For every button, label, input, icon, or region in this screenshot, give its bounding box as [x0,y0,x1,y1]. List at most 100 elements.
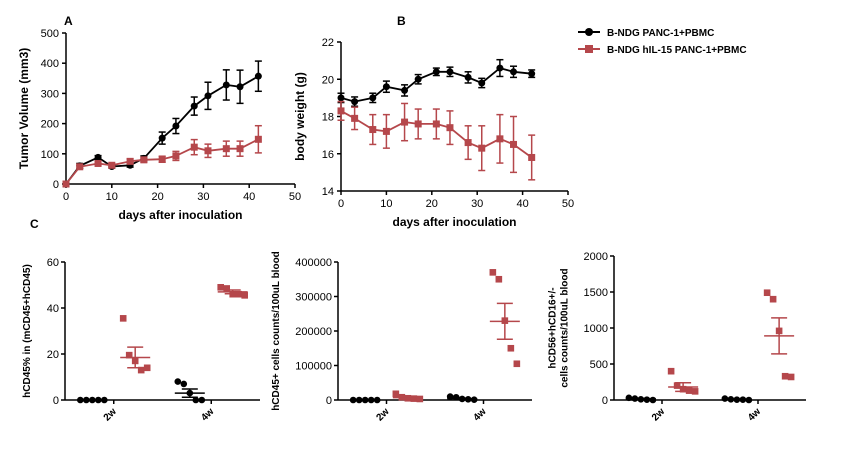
tumor-volume-data-point [222,145,230,153]
hcd45-counts-x-tick-label: 4w [471,406,488,423]
chart-body-weight: 0 10 20 30 40 50 14 16 18 20 22 days after inoculat… [293,37,574,229]
hcd56-counts-y-tick-label: 1000 [584,323,608,335]
hcd45-counts-y-label: hCD45+ cells counts/100uL blood [271,251,282,411]
body-weight-data-point [478,144,486,152]
hcd45-percent-y-tick-label: 60 [47,257,59,269]
chart-hcd56-counts: 0 500 1000 1500 2000 2w 4w hCD56+hCD16+/-cells … [548,251,806,424]
legend-marker-pbmc [585,28,593,36]
body-weight-data-point [528,153,536,161]
tumor-volume-data-point [204,92,212,100]
tumor-volume-y-tick-label: 300 [41,88,59,100]
tumor-volume-x-label: days after inoculation [118,208,242,222]
body-weight-data-point [510,140,518,148]
tumor-volume-x-tick-label: 50 [289,191,301,203]
hcd56-counts-group-1 [667,367,699,395]
hcd56-counts-group-2 [721,395,753,404]
hcd45-percent-group-0 [77,396,108,404]
body-weight-data-point [432,120,440,128]
legend-label-pbmc: B-NDG PANC-1+PBMC [607,28,714,39]
tumor-volume-data-point [76,163,84,171]
hcd45-counts-data-point [489,269,497,276]
tumor-volume-data-point [190,102,198,110]
hcd45-percent-sem-bar [181,388,198,398]
hcd56-counts-data-point [763,289,771,297]
legend-item-il15: B-NDG hIL-15 PANC-1+PBMC [578,45,747,56]
tumor-volume-y-tick-label: 400 [41,58,59,70]
chart-hcd45-percent: 0 20 40 60 2w 4w hCD45% in (mCD45+hCD45) [22,257,260,424]
hcd45-counts-y-tick-label: 400000 [295,257,332,269]
tumor-volume-x-tick-label: 0 [63,191,69,203]
body-weight-x-label: days after inoculation [392,215,516,229]
tumor-volume-x-tick-label: 40 [243,191,255,203]
tumor-volume-data-point [254,72,262,80]
body-weight-data-point [528,70,536,78]
tumor-volume-series-0 [62,60,262,188]
hcd56-counts-data-point [769,295,777,303]
body-weight-y-tick-label: 18 [322,112,334,124]
hcd45-percent-data-point [180,380,188,388]
tumor-volume-data-point [158,155,166,163]
hcd56-counts-sem-bar [675,381,692,393]
hcd45-counts-group-0 [349,396,381,404]
tumor-volume-data-point [172,122,180,130]
hcd45-counts-axes: 0 100000 200000 300000 400000 2w 4w hCD45+ cell… [271,251,532,424]
tumor-volume-data-point [94,153,102,161]
hcd45-counts-y-tick-label: 0 [326,395,332,407]
hcd45-percent-group-1 [119,315,151,374]
body-weight-data-point [496,135,504,143]
tumor-volume-data-point [62,180,70,188]
legend-marker-il15 [585,45,593,53]
body-weight-data-point [369,126,377,134]
hcd56-counts-y-tick-label: 500 [590,359,608,371]
hcd45-counts-sem-bar [399,395,416,400]
hcd56-counts-data-point [625,394,633,402]
hcd45-counts-data-point [513,360,521,368]
body-weight-x-tick-label: 20 [426,198,438,210]
hcd45-percent-data-point [137,366,145,374]
hcd56-counts-data-point [781,372,789,380]
hcd45-counts-y-tick-label: 300000 [295,292,332,304]
body-weight-y-tick-label: 14 [322,186,334,198]
tumor-volume-data-point [172,152,180,160]
hcd56-counts-y-tick-label: 1500 [584,287,608,299]
hcd45-counts-data-point [495,275,503,283]
body-weight-data-point [414,120,422,128]
hcd45-percent-data-point [198,396,206,404]
hcd45-percent-data-point [223,285,230,292]
tumor-volume-data-point [190,143,198,151]
tumor-volume-data-point [140,156,148,164]
tumor-volume-x-tick-label: 20 [151,191,163,203]
hcd45-percent-y-tick-label: 20 [47,349,59,361]
tumor-volume-x-tick-label: 10 [106,191,118,203]
hcd45-percent-y-tick-label: 40 [47,303,59,315]
chart-hcd45-counts: 0 100000 200000 300000 400000 2w 4w hCD45+ cell… [271,251,532,424]
legend: B-NDG PANC-1+PBMC B-NDG hIL-15 PANC-1+PB… [578,28,747,56]
body-weight-data-point [414,75,422,83]
tumor-volume-data-point [108,161,116,169]
tumor-volume-data-point [94,159,102,167]
hcd45-percent-data-point [125,351,133,359]
hcd56-counts-x-tick-label: 2w [650,406,667,423]
hcd45-counts-x-tick-label: 2w [374,406,391,423]
hcd45-percent-axes: 0 20 40 60 2w 4w hCD45% in (mCD45+hCD45) [22,257,260,424]
hcd45-counts-group-1 [392,390,424,403]
body-weight-series-0 [337,58,536,108]
hcd45-counts-data-point [507,344,515,352]
hcd45-percent-sem-bar [127,346,144,369]
hcd45-percent-group-3 [217,284,248,299]
body-weight-x-tick-label: 10 [380,198,392,210]
body-weight-y-tick-label: 16 [322,149,334,161]
body-weight-data-point [401,86,409,94]
tumor-volume-y-tick-label: 100 [41,149,59,161]
tumor-volume-series-1 [62,124,262,188]
hcd56-counts-data-point [721,395,729,402]
body-weight-y-tick-label: 20 [322,74,334,86]
hcd45-percent-data-point [119,315,127,322]
tumor-volume-data-point [236,83,244,91]
tumor-volume-data-point [222,81,230,89]
hcd45-counts-y-tick-label: 200000 [295,326,332,338]
body-weight-data-point [382,127,390,135]
body-weight-y-label: body weight (g) [293,72,307,161]
body-weight-data-point [446,124,454,132]
